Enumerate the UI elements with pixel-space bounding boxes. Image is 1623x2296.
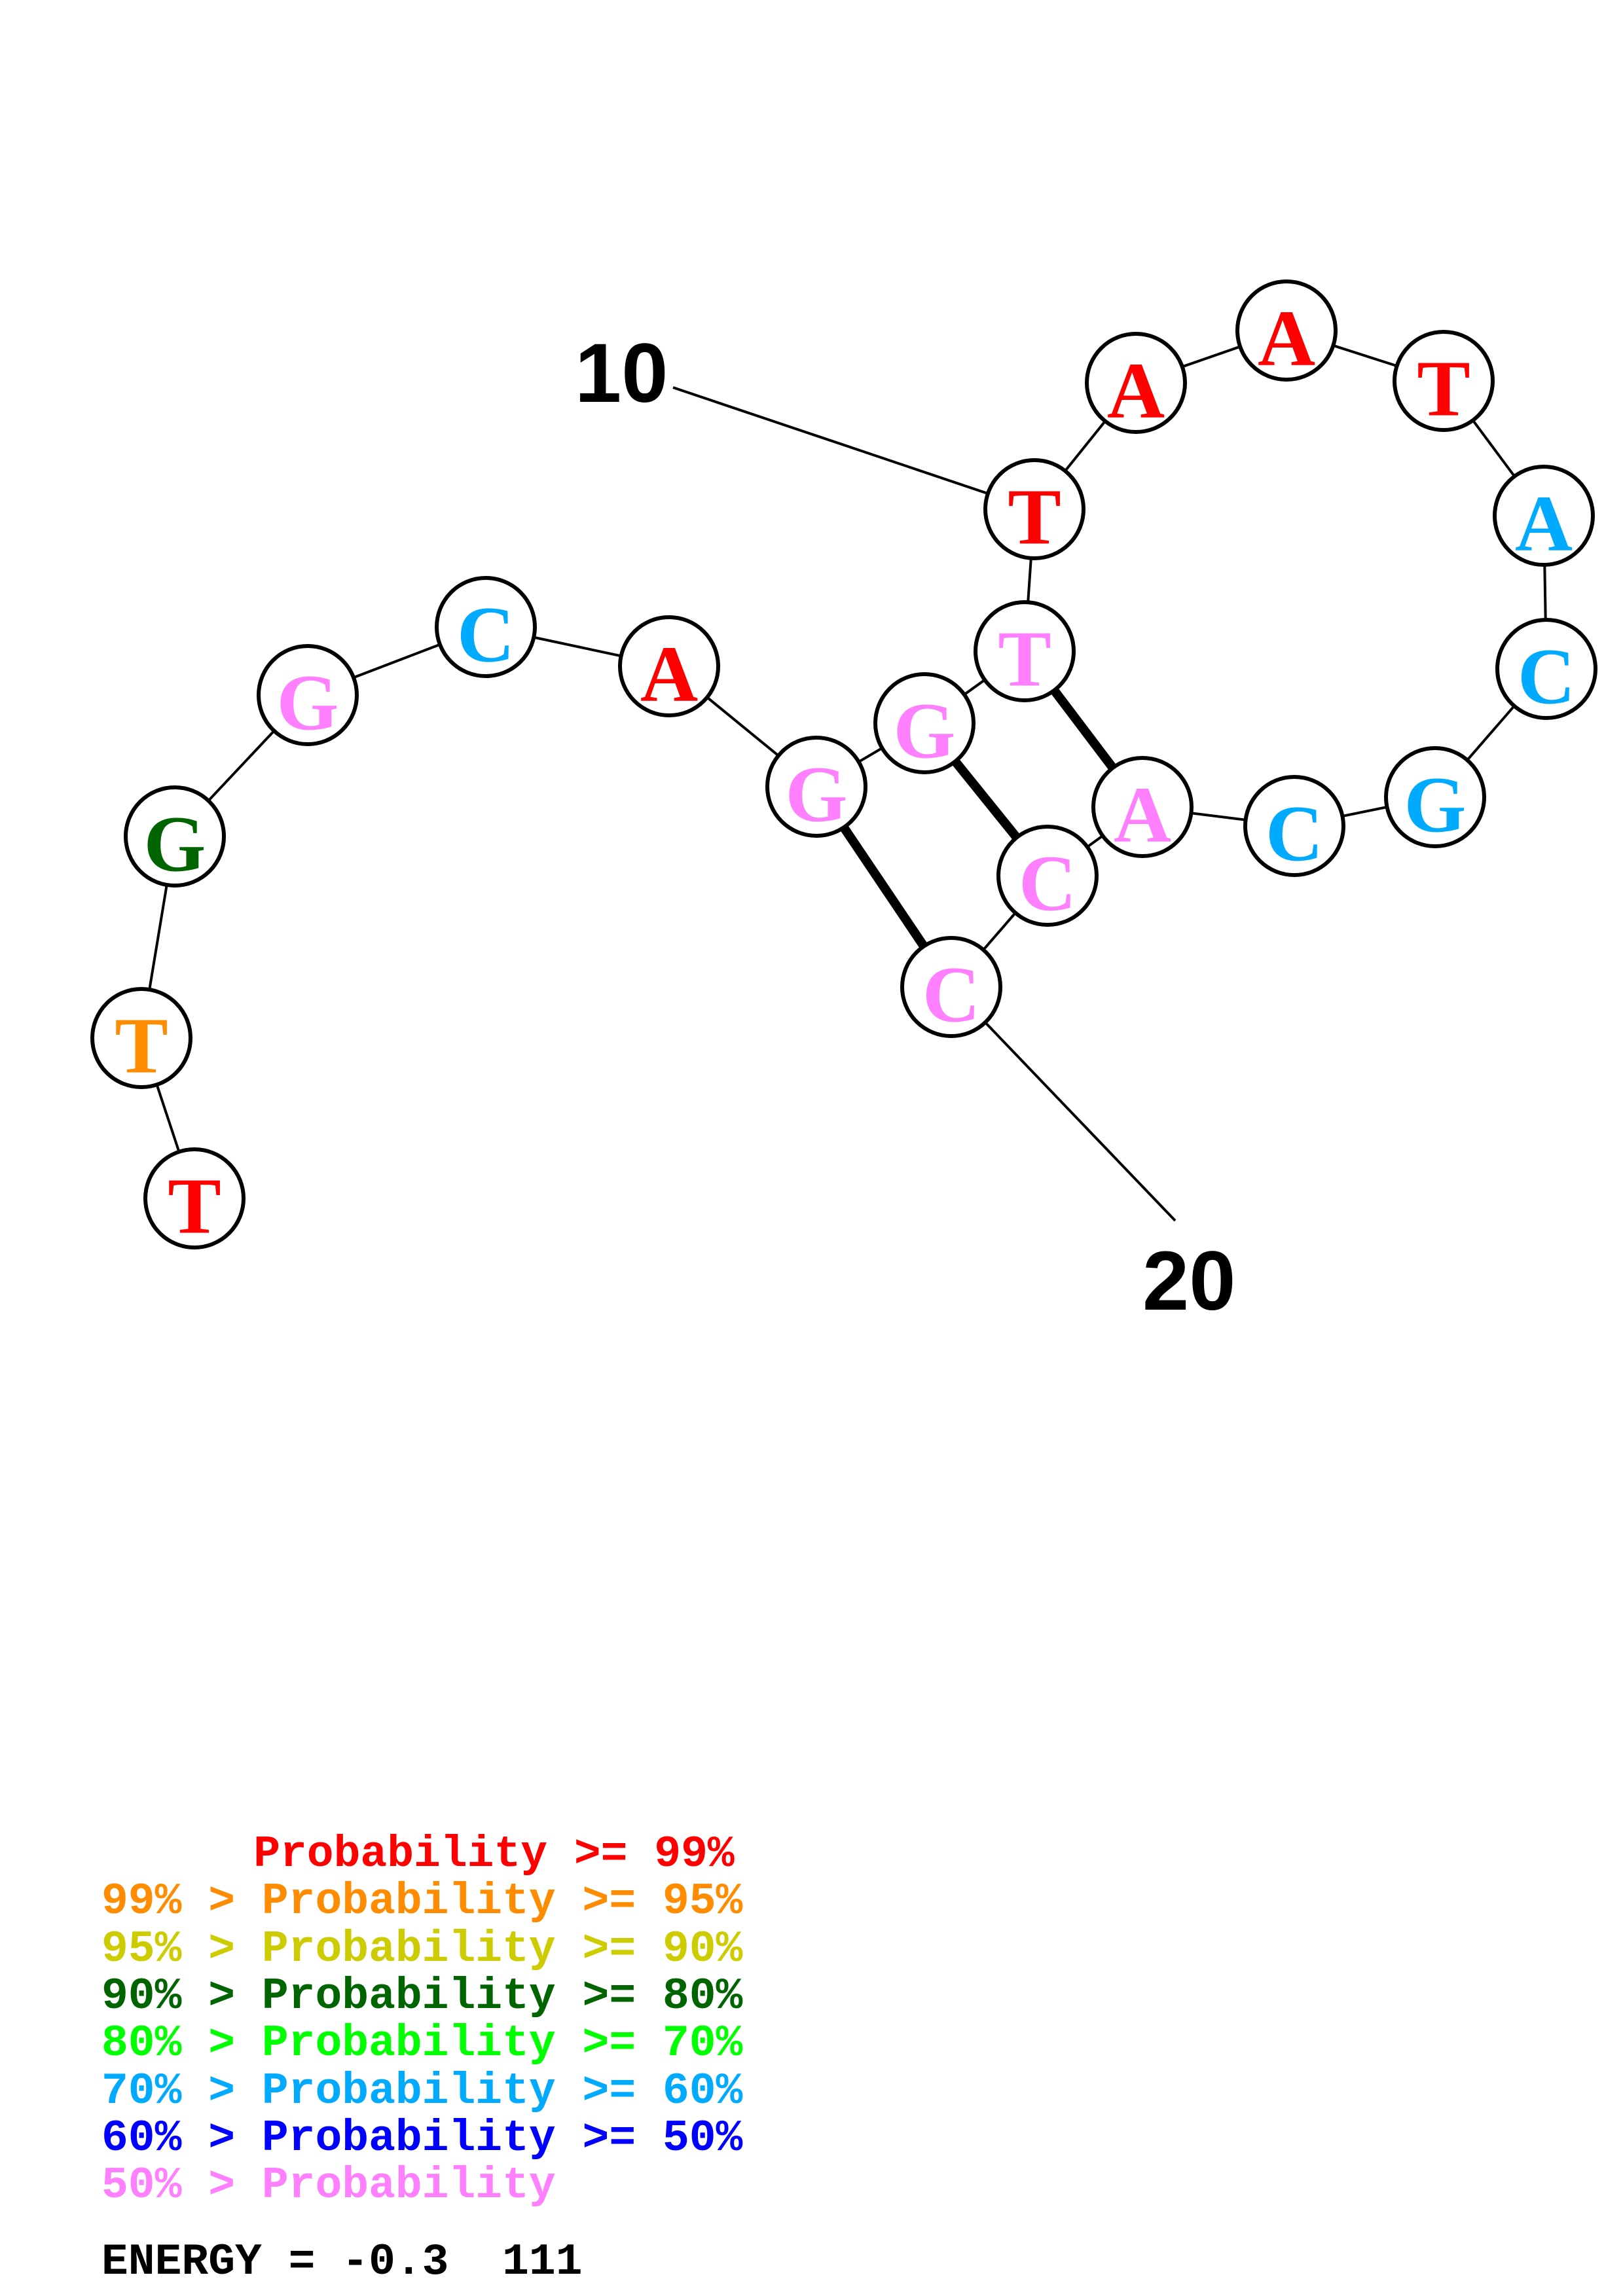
svg-text:G: G (894, 687, 956, 776)
svg-text:C: C (1019, 840, 1076, 928)
svg-text:C: C (457, 591, 515, 679)
svg-text:T: T (998, 615, 1051, 704)
svg-text:T: T (115, 1002, 168, 1090)
svg-text:G: G (144, 800, 206, 889)
svg-text:20: 20 (1142, 1234, 1235, 1328)
svg-text:T: T (1417, 345, 1470, 433)
svg-text:C: C (1518, 633, 1575, 721)
svg-text:G: G (277, 659, 339, 747)
svg-text:A: A (1114, 771, 1171, 859)
svg-text:T: T (168, 1162, 221, 1251)
svg-text:A: A (640, 630, 698, 719)
svg-text:A: A (1258, 295, 1315, 383)
svg-text:A: A (1107, 347, 1165, 435)
svg-text:C: C (1266, 790, 1323, 878)
svg-text:C: C (922, 951, 980, 1039)
svg-text:T: T (1008, 473, 1061, 562)
svg-text:G: G (786, 751, 848, 839)
svg-text:G: G (1404, 761, 1467, 850)
svg-text:10: 10 (575, 327, 668, 420)
svg-text:A: A (1515, 480, 1573, 568)
